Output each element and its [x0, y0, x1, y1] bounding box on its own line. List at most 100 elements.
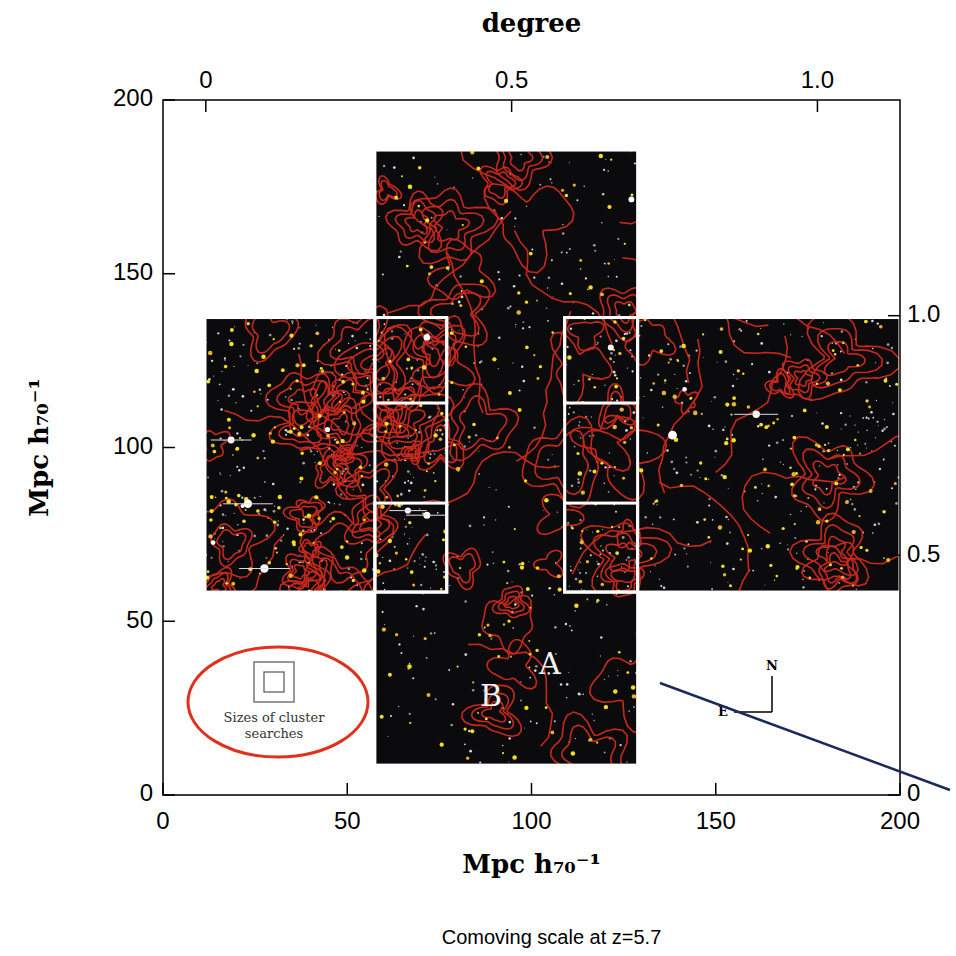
star: [859, 452, 861, 454]
contour: [562, 725, 616, 788]
candidate: [253, 390, 256, 393]
candidate: [453, 443, 456, 446]
candidate: [732, 402, 737, 407]
contour: [302, 543, 318, 559]
x2-tick-label: 0.5: [495, 66, 528, 93]
star: [448, 669, 450, 671]
candidate: [737, 369, 740, 372]
candidate: [440, 743, 444, 747]
candidate: [845, 500, 849, 504]
star: [602, 529, 603, 530]
star: [850, 447, 852, 449]
pointer-line: [660, 683, 950, 790]
star: [459, 275, 461, 277]
star: [596, 344, 597, 345]
star: [315, 462, 316, 463]
star: [685, 457, 687, 459]
candidate: [346, 540, 348, 542]
region-label: B: [480, 678, 502, 713]
star: [618, 526, 620, 528]
star: [886, 426, 888, 428]
star: [523, 321, 525, 323]
candidate: [834, 481, 838, 485]
candidate: [644, 319, 647, 322]
y-tick-label: 50: [126, 606, 153, 633]
star: [891, 347, 893, 349]
star: [866, 429, 868, 431]
star: [248, 365, 249, 366]
candidate: [545, 155, 549, 159]
star: [608, 676, 609, 677]
candidate: [468, 435, 471, 438]
star: [404, 534, 405, 535]
star: [768, 444, 770, 446]
candidate: [533, 354, 535, 356]
y2-tick: [888, 315, 900, 317]
star: [361, 447, 362, 448]
star: [315, 325, 316, 326]
star: [419, 557, 420, 558]
star: [760, 328, 761, 329]
star: [515, 324, 516, 325]
star: [881, 430, 883, 432]
star: [710, 562, 711, 563]
star: [221, 527, 224, 530]
star: [413, 636, 414, 637]
star: [573, 384, 575, 386]
star: [272, 483, 275, 486]
star: [802, 586, 804, 588]
x-axis-title: Mpc h₇₀⁻¹: [462, 849, 601, 879]
star: [561, 251, 563, 253]
star: [333, 483, 335, 485]
candidate: [895, 383, 898, 386]
candidate: [336, 468, 339, 471]
star: [550, 178, 552, 180]
star: [217, 400, 218, 401]
candidate: [427, 462, 430, 465]
star: [650, 571, 651, 572]
candidate: [600, 462, 603, 465]
candidate: [852, 530, 856, 534]
star: [791, 415, 793, 417]
star: [674, 554, 676, 556]
candidate: [574, 604, 578, 608]
star: [382, 557, 383, 558]
contour: [332, 380, 365, 410]
candidate: [613, 361, 615, 363]
field-image: [181, 66, 956, 802]
candidate: [561, 189, 564, 192]
star: [840, 412, 842, 414]
contour: [572, 528, 711, 575]
candidate: [256, 457, 259, 460]
candidate: [259, 572, 261, 574]
candidate: [339, 401, 341, 403]
candidate: [407, 664, 412, 669]
y2-tick-label: 0.5: [907, 540, 940, 567]
axes: [163, 100, 900, 795]
star: [875, 437, 876, 438]
candidate: [424, 637, 427, 640]
candidate: [225, 497, 228, 500]
star: [865, 417, 867, 419]
candidate: [894, 482, 897, 485]
x-tick: [531, 783, 533, 795]
compass-north: [771, 676, 773, 712]
star: [597, 575, 599, 577]
star: [241, 497, 243, 499]
star: [515, 326, 516, 327]
star: [401, 652, 403, 654]
candidate: [742, 372, 744, 374]
star: [403, 204, 405, 206]
star: [302, 518, 305, 521]
star: [239, 355, 241, 357]
candidate: [273, 338, 275, 340]
candidate: [424, 489, 427, 492]
candidate: [747, 534, 749, 536]
star: [254, 497, 256, 499]
figure: 05010015020005010015020000.51.000.51.0Mp…: [0, 0, 956, 956]
star: [614, 374, 616, 376]
star: [313, 454, 315, 456]
candidate: [239, 437, 241, 439]
star: [669, 358, 672, 361]
candidate: [281, 368, 285, 372]
